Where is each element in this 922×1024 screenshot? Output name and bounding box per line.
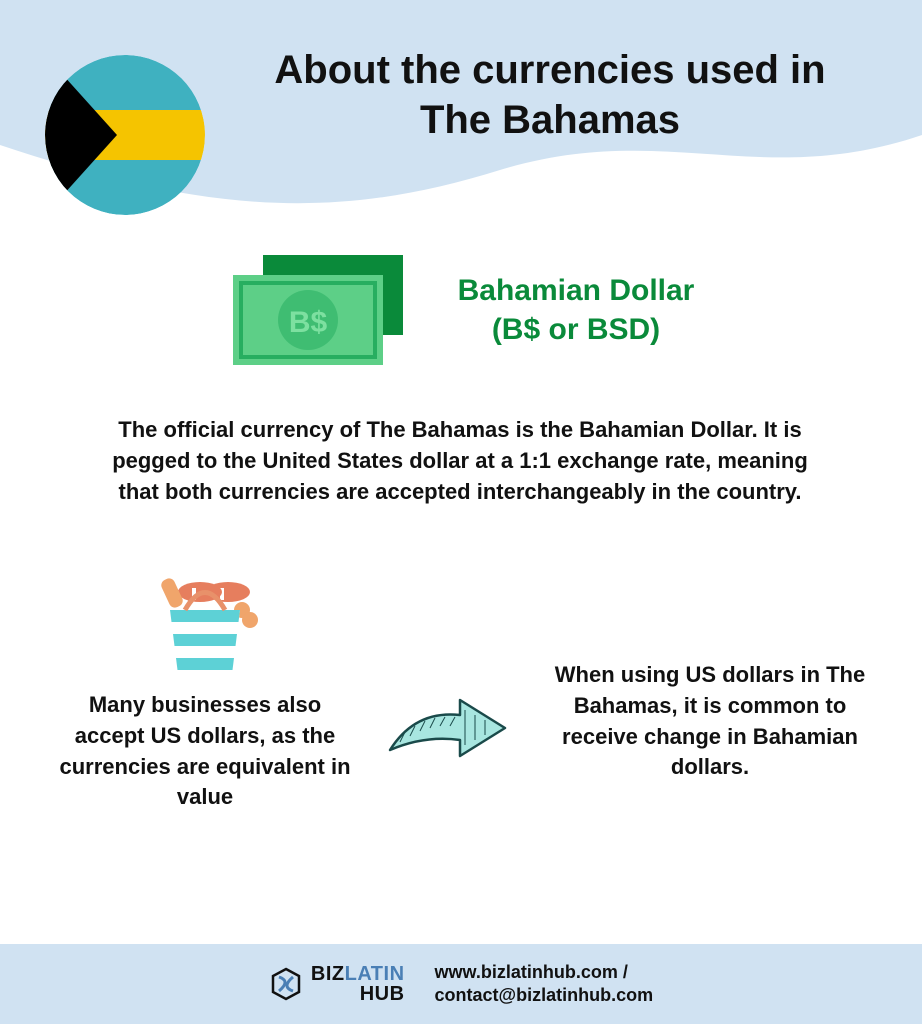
logo: BIZLATIN HUB (269, 964, 405, 1004)
footer-url: www.bizlatinhub.com / (435, 962, 628, 982)
logo-text: BIZLATIN HUB (311, 964, 405, 1004)
logo-icon (269, 967, 303, 1001)
body-text: The official currency of The Bahamas is … (110, 415, 810, 507)
bahamas-flag-icon (45, 55, 205, 215)
svg-text:B$: B$ (288, 306, 327, 339)
money-icon: B$ (228, 250, 408, 370)
beach-bag-icon (150, 570, 260, 680)
currency-section: B$ Bahamian Dollar (B$ or BSD) (0, 250, 922, 370)
footer-email: contact@bizlatinhub.com (435, 985, 654, 1005)
currency-name-line2: (B$ or BSD) (492, 313, 660, 346)
right-block-text: When using US dollars in The Bahamas, it… (540, 660, 880, 783)
currency-name: Bahamian Dollar (B$ or BSD) (458, 271, 695, 349)
page-title: About the currencies used in The Bahamas (270, 45, 830, 145)
footer-contact: www.bizlatinhub.com / contact@bizlatinhu… (435, 961, 654, 1008)
footer: BIZLATIN HUB www.bizlatinhub.com / conta… (0, 944, 922, 1024)
left-block-text: Many businesses also accept US dollars, … (55, 690, 355, 813)
arrow-icon (380, 690, 510, 770)
currency-name-line1: Bahamian Dollar (458, 274, 695, 307)
